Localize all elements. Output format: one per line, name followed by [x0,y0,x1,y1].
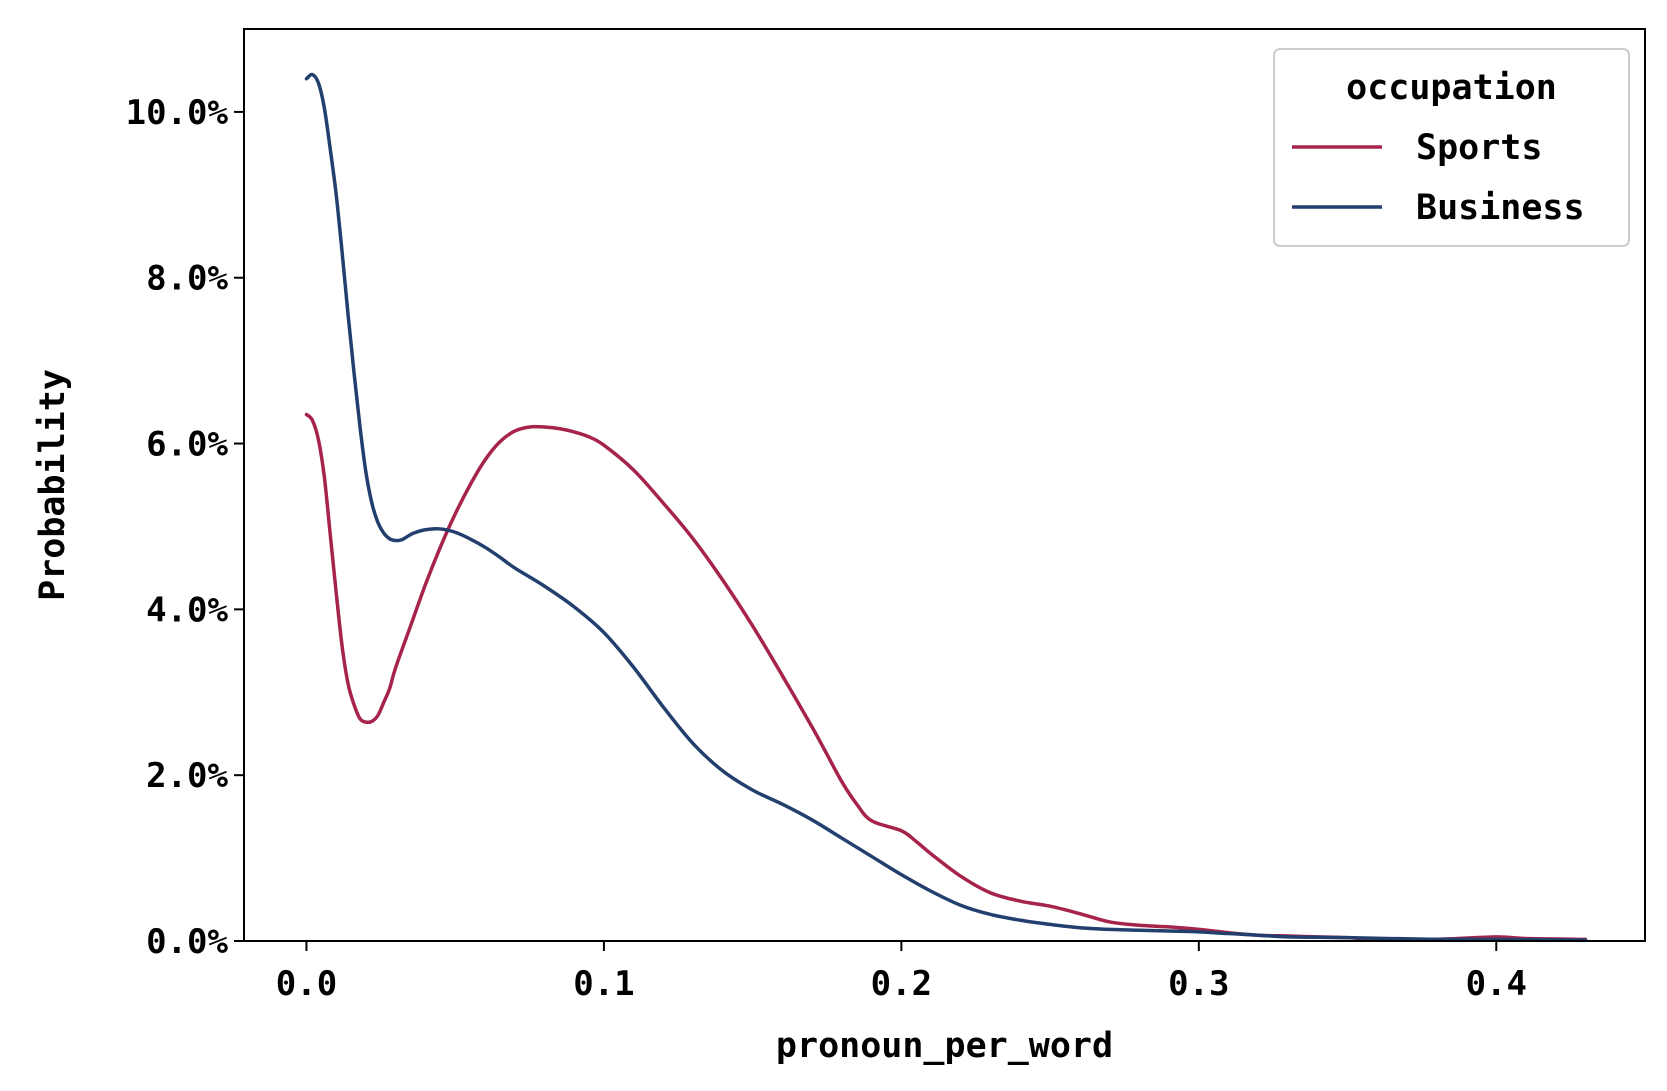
y-axis-label: Probability [33,369,73,601]
x-axis-label: pronoun_per_word [776,1026,1113,1066]
legend-label-business: Business [1416,188,1585,228]
series-line-business [304,72,1588,942]
x-tick-label: 0.3 [1168,964,1229,1004]
x-tick-label: 0.4 [1466,964,1527,1004]
x-tick-label: 0.2 [871,964,932,1004]
y-tick-label: 2.0% [146,756,228,796]
series-line-sports [304,412,1588,942]
y-axis: 0.0% 2.0% 4.0% 6.0% 8.0% 10.0% [126,93,244,962]
legend-label-sports: Sports [1416,128,1542,168]
series-layer [304,72,1588,942]
y-tick-label: 10.0% [126,93,229,133]
y-tick-label: 4.0% [146,590,228,630]
legend: occupation Sports Business [1273,48,1630,247]
y-tick-label: 8.0% [146,259,228,299]
legend-box [1273,48,1630,247]
legend-entries: Sports Business [1292,128,1585,228]
x-axis: 0.0 0.1 0.2 0.3 0.4 [276,941,1527,1004]
legend-title: occupation [1346,68,1557,108]
plot-frame [243,28,1646,942]
x-tick-label: 0.0 [276,964,337,1004]
x-tick-label: 0.1 [573,964,634,1004]
y-tick-label: 6.0% [146,425,228,465]
y-tick-label: 0.0% [146,922,228,962]
